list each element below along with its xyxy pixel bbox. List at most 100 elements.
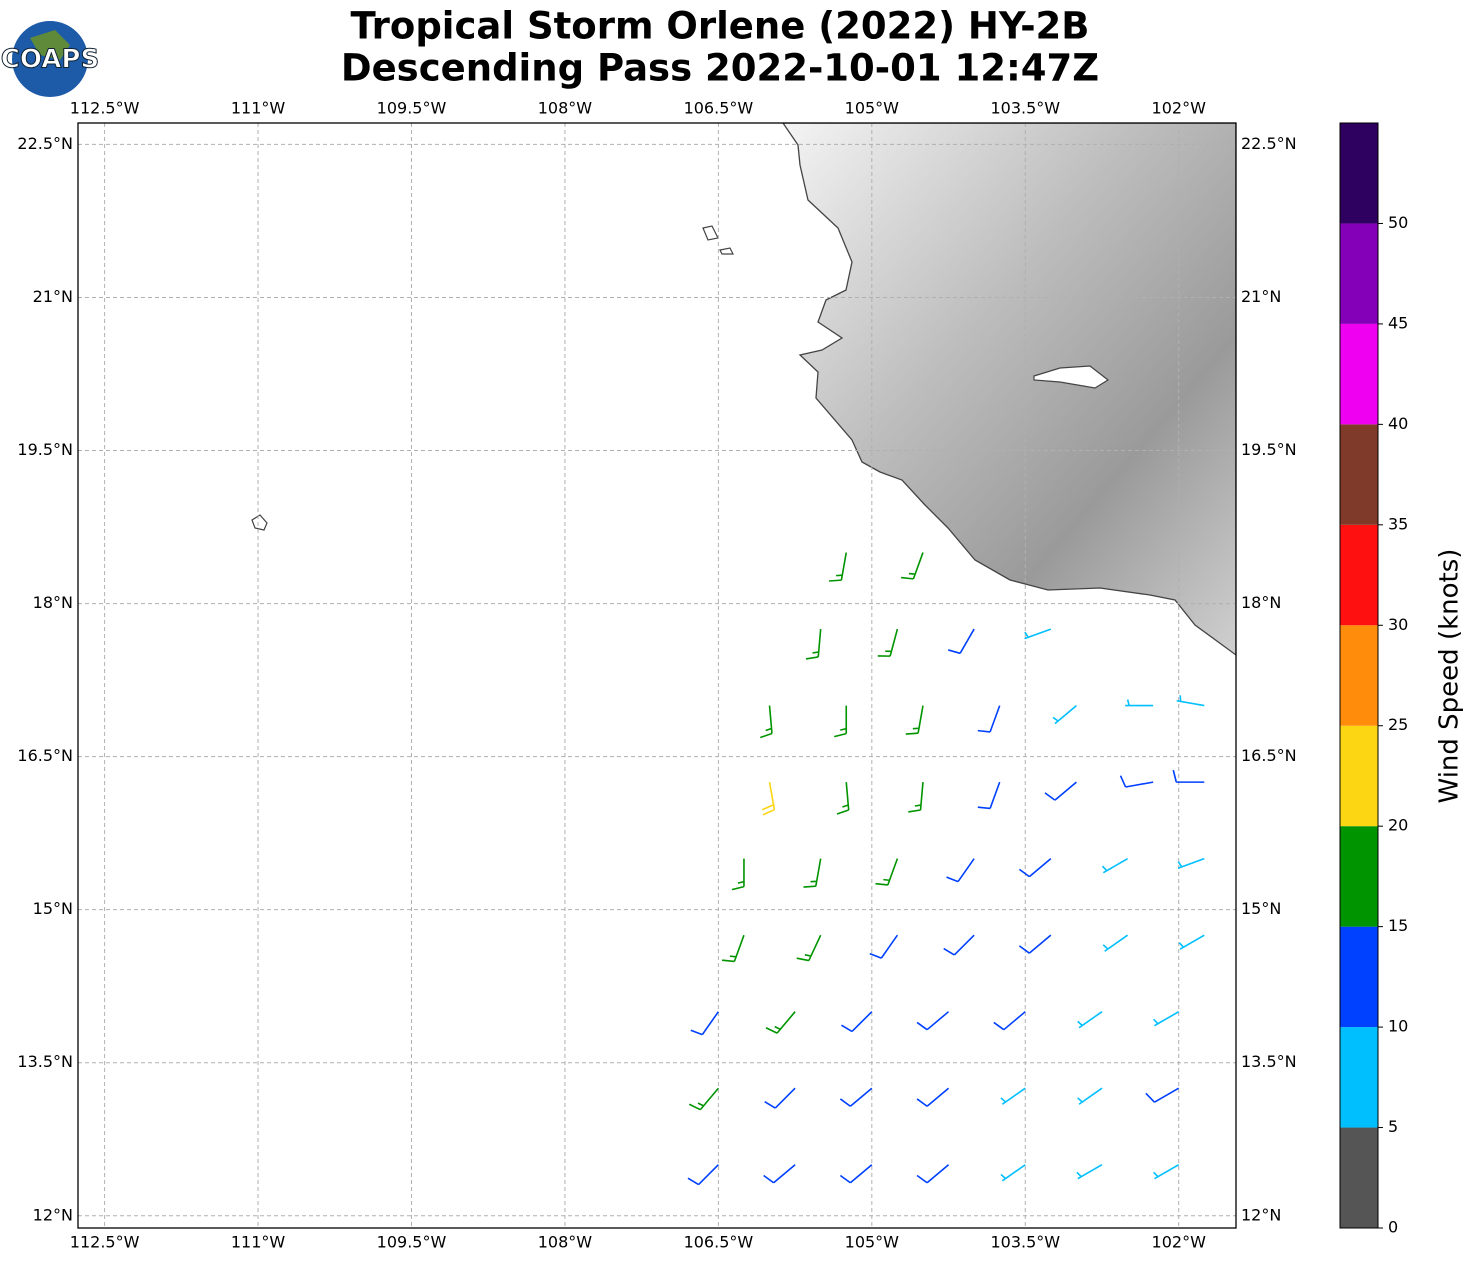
colorbar-tick-label: 0 <box>1388 1218 1398 1237</box>
wind-barb <box>1119 775 1154 788</box>
y-tick-label: 15°N <box>1241 899 1281 918</box>
wind-barb <box>765 1011 796 1034</box>
wind-barb <box>1052 704 1077 725</box>
y-tick-label: 18°N <box>1241 593 1281 612</box>
lake <box>1033 365 1110 389</box>
wind-barb <box>1024 628 1052 640</box>
map-frame <box>77 122 1237 1229</box>
wind-barb <box>828 552 848 582</box>
y-tick-label: 19.5°N <box>17 440 73 459</box>
logo-globe <box>12 21 88 97</box>
wind-barb <box>796 934 822 962</box>
wind-barb <box>836 782 850 815</box>
logo: COAPS <box>0 21 100 97</box>
wind-barb <box>1077 1087 1103 1105</box>
x-tick-label: 111°W <box>231 99 286 118</box>
title-line: Tropical Storm Orlene (2022) HY-2B <box>350 5 1089 48</box>
wind-barb <box>1153 1164 1180 1180</box>
wind-barb <box>916 1087 950 1107</box>
wind-barb <box>993 1011 1026 1031</box>
colorbar-segment <box>1340 323 1378 425</box>
wind-barb <box>1178 934 1205 950</box>
colorbar-segment <box>1340 424 1378 525</box>
x-tick-label: 109.5°W <box>377 99 447 118</box>
island <box>251 514 268 531</box>
colorbar-segment <box>1340 826 1378 927</box>
x-tick-label: 106.5°W <box>684 1233 754 1252</box>
x-tick-label: 109.5°W <box>377 1233 447 1252</box>
colorbar-tick-label: 25 <box>1388 715 1408 734</box>
colorbar-segment <box>1340 725 1378 827</box>
colorbar-tick-label: 50 <box>1388 213 1408 232</box>
colorbar-segment <box>1340 123 1378 224</box>
colorbar-segment <box>1340 524 1378 626</box>
wind-barb <box>1176 695 1205 707</box>
wind-barb <box>803 858 822 888</box>
wind-barb <box>977 781 1001 810</box>
colorbar-tick-label: 45 <box>1388 313 1408 332</box>
x-tick-label: 103.5°W <box>990 99 1060 118</box>
wind-barb <box>761 781 776 816</box>
wind-barb <box>1102 934 1129 952</box>
wind-barb <box>1044 781 1077 801</box>
wind-barb <box>764 1087 796 1109</box>
colorbar-tick-label: 40 <box>1388 414 1408 433</box>
y-tick-label: 19.5°N <box>1241 440 1297 459</box>
wind-barb <box>1076 1164 1103 1180</box>
colorbar-tick-label: 5 <box>1388 1117 1398 1136</box>
y-tick-label: 12°N <box>33 1205 73 1224</box>
y-tick-label: 21°N <box>33 287 73 306</box>
y-tick-label: 21°N <box>1241 287 1281 306</box>
colorbar-frame <box>1339 122 1379 1229</box>
colorbar-label: Wind Speed (knots) <box>1435 549 1465 804</box>
y-tick-label: 22.5°N <box>17 134 73 153</box>
y-tick-label: 15°N <box>33 899 73 918</box>
wind-barb <box>977 705 1001 733</box>
colorbar-tick-label: 30 <box>1388 615 1408 634</box>
wind-barb <box>834 705 848 738</box>
map-area <box>78 123 1236 1228</box>
x-tick-label: 111°W <box>231 1233 286 1252</box>
wind-barb <box>688 1087 719 1111</box>
x-tick-label: 112.5°W <box>70 1233 140 1252</box>
colorbar-tick-label: 15 <box>1388 916 1408 935</box>
colorbar-segment <box>1340 1127 1378 1228</box>
y-tick-label: 13.5°N <box>1241 1052 1297 1071</box>
colorbar-tick-label: 35 <box>1388 514 1408 533</box>
wind-barb <box>875 858 899 886</box>
y-tick-label: 12°N <box>1241 1205 1281 1224</box>
logo-text: COAPS <box>1 45 99 75</box>
wind-barb <box>721 934 745 963</box>
wind-barb <box>731 858 745 891</box>
wind-barb <box>760 705 773 739</box>
x-tick-label: 102°W <box>1152 99 1207 118</box>
wind-barb <box>1125 699 1154 707</box>
x-tick-label: 106.5°W <box>684 99 754 118</box>
colorbar-tick-label: 10 <box>1388 1017 1408 1036</box>
wind-barb <box>1000 1087 1026 1105</box>
wind-barb <box>687 1164 719 1186</box>
wind-barb <box>1077 1011 1103 1029</box>
wind-barb <box>763 1164 796 1184</box>
x-tick-label: 108°W <box>538 1233 593 1252</box>
wind-barb <box>839 1164 873 1184</box>
wind-barb <box>1153 1010 1180 1027</box>
logo-land <box>30 30 70 60</box>
wind-barb <box>948 628 975 655</box>
x-tick-label: 103.5°W <box>990 1233 1060 1252</box>
wind-barb <box>1172 769 1205 783</box>
wind-barb <box>1177 857 1205 869</box>
y-tick-label: 16.5°N <box>1241 746 1297 765</box>
wind-barb <box>1145 1087 1180 1103</box>
wind-barb <box>1018 858 1052 878</box>
x-tick-label: 102°W <box>1152 1233 1207 1252</box>
x-tick-label: 105°W <box>845 99 900 118</box>
wind-barb <box>839 1087 873 1107</box>
wind-barb <box>901 552 924 580</box>
wind-barb <box>841 1011 873 1033</box>
x-tick-label: 108°W <box>538 99 593 118</box>
wind-barb <box>916 1164 950 1184</box>
wind-barb <box>1101 857 1128 874</box>
colorbar-segment <box>1340 926 1378 1028</box>
title-line: Descending Pass 2022-10-01 12:47Z <box>341 47 1099 90</box>
